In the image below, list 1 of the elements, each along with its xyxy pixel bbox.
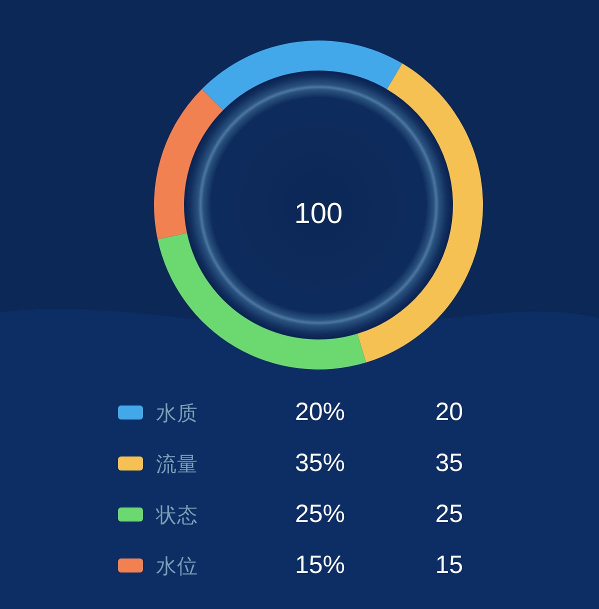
centre-total: 100: [294, 198, 343, 230]
